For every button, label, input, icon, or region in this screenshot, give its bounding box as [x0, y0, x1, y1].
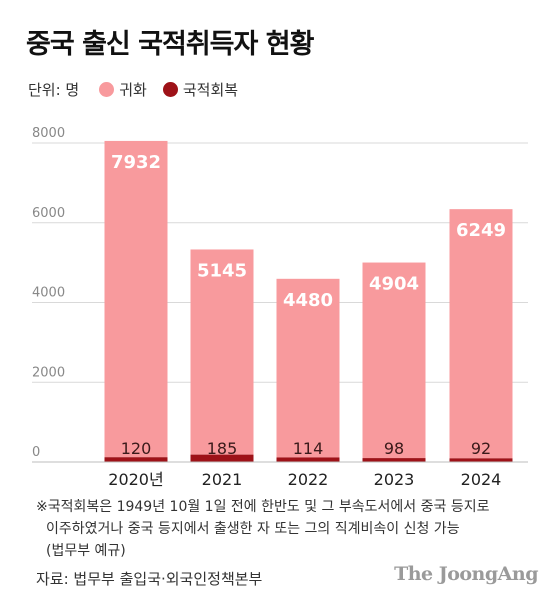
bar-naturalization — [104, 140, 168, 458]
y-tick-label: 2000 — [32, 365, 65, 380]
data-label-naturalization: 6249 — [456, 220, 506, 241]
data-label-restoration: 98 — [384, 439, 404, 458]
legend-item-naturalization: 귀화 — [99, 79, 147, 100]
data-label-naturalization: 7932 — [111, 152, 161, 173]
x-tick-label: 2020년 — [108, 470, 163, 489]
footnote-line-1: ※국적회복은 1949년 10월 1일 전에 한반도 및 그 부속도서에서 중국… — [36, 499, 490, 515]
data-label-restoration: 185 — [207, 439, 238, 458]
bar-naturalization — [449, 209, 513, 459]
footnote-line-3: (법무부 예규) — [46, 543, 126, 559]
data-label-naturalization: 4480 — [283, 290, 333, 311]
legend-item-restoration: 국적회복 — [162, 79, 239, 100]
data-label-restoration: 114 — [293, 439, 324, 458]
footnote-line-2: 이주하였거나 중국 등지에서 출생한 자 또는 그의 직계비속이 신청 가능 — [46, 521, 460, 537]
footnote: ※국적회복은 1949년 10월 1일 전에 한반도 및 그 부속도서에서 중국… — [36, 496, 536, 562]
stacked-bar-chart: 0 2000 4000 6000 8000 7932 120 2020년 5145 185 2021… — [32, 126, 528, 489]
legend: 단위: 명 귀화 국적회복 — [28, 79, 254, 100]
publisher-logo: The JoongAng — [394, 563, 538, 585]
data-label-restoration: 120 — [121, 439, 152, 458]
y-tick-label: 8000 — [32, 126, 65, 141]
y-tick-label: 4000 — [32, 286, 65, 301]
legend-swatch-restoration — [162, 82, 178, 97]
data-label-restoration: 92 — [471, 439, 491, 458]
unit-label: 단위: 명 — [28, 81, 80, 99]
bar-restoration — [449, 458, 513, 462]
bar-restoration — [190, 454, 254, 462]
bar-restoration — [276, 457, 340, 462]
source-credit: 자료: 법무부 출입국·외국인정책본부 — [36, 570, 263, 588]
y-tick-label: 0 — [32, 445, 40, 460]
bar-naturalization — [190, 249, 254, 455]
bar-naturalization — [276, 278, 340, 458]
x-tick-label: 2024 — [461, 470, 502, 489]
legend-swatch-naturalization — [99, 82, 115, 97]
legend-label-naturalization: 귀화 — [119, 81, 147, 99]
y-tick-label: 6000 — [32, 206, 65, 221]
bar-restoration — [104, 457, 168, 462]
bar-naturalization — [362, 262, 426, 459]
data-label-naturalization: 4904 — [369, 274, 419, 295]
x-tick-label: 2022 — [288, 470, 329, 489]
x-tick-label: 2021 — [202, 470, 243, 489]
legend-label-restoration: 국적회복 — [182, 81, 239, 99]
chart-title: 중국 출신 국적취득자 현황 — [26, 29, 314, 60]
bar-restoration — [362, 458, 426, 462]
data-label-naturalization: 5145 — [197, 260, 247, 281]
x-tick-label: 2023 — [374, 470, 415, 489]
